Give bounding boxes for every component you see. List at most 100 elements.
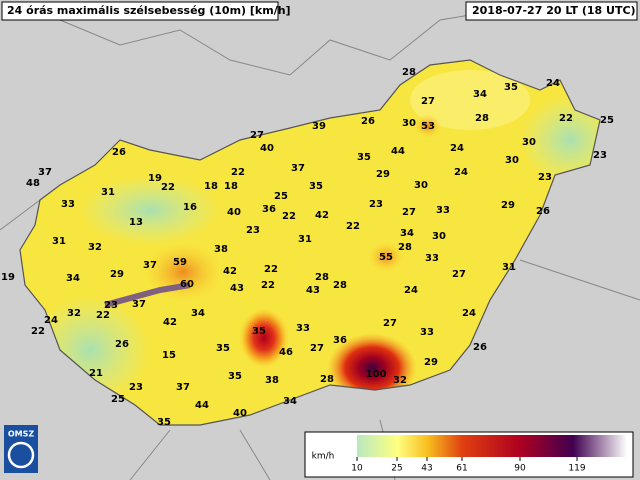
station-value: 30 (505, 155, 519, 166)
station-value: 28 (320, 374, 334, 385)
station-value: 43 (230, 283, 244, 294)
station-value: 31 (101, 187, 115, 198)
country-border (19, 59, 601, 426)
station-value: 35 (504, 82, 518, 93)
station-value: 37 (143, 260, 157, 271)
station-value: 22 (559, 113, 573, 124)
station-value: 19 (1, 272, 15, 283)
station-value: 16 (183, 202, 197, 213)
station-value: 23 (129, 382, 143, 393)
station-value: 30 (432, 231, 446, 242)
station-value: 27 (383, 318, 397, 329)
station-value: 24 (462, 308, 476, 319)
station-value: 32 (88, 242, 102, 253)
station-value: 32 (67, 308, 81, 319)
station-value: 32 (393, 375, 407, 386)
station-value: 30 (414, 180, 428, 191)
station-value: 36 (262, 204, 276, 215)
station-value: 28 (402, 67, 416, 78)
station-value: 22 (161, 182, 175, 193)
station-value: 53 (421, 121, 435, 132)
station-value: 29 (501, 200, 515, 211)
station-value: 15 (162, 350, 176, 361)
station-value: 18 (224, 181, 238, 192)
station-value: 26 (112, 147, 126, 158)
station-value: 34 (400, 228, 414, 239)
station-value: 26 (536, 206, 550, 217)
station-value: 35 (357, 152, 371, 163)
station-value: 28 (398, 242, 412, 253)
station-value: 27 (250, 130, 264, 141)
legend-tick-label: 10 (351, 464, 363, 474)
station-value: 22 (96, 310, 110, 321)
legend-tick-label: 61 (456, 464, 467, 474)
station-value: 33 (61, 199, 75, 210)
station-value: 30 (522, 137, 536, 148)
title-box (1, 1, 279, 21)
station-value: 37 (38, 167, 52, 178)
station-value: 35 (216, 343, 230, 354)
station-value: 21 (89, 368, 103, 379)
station-value: 23 (369, 199, 383, 210)
station-value: 37 (132, 299, 146, 310)
station-value: 27 (421, 96, 435, 107)
station-value: 33 (420, 327, 434, 338)
station-value: 31 (502, 262, 516, 273)
legend-ticks: 10 25 43 61 90 119 (351, 457, 586, 474)
station-value: 33 (425, 253, 439, 264)
station-value: 26 (473, 342, 487, 353)
station-value: 37 (291, 163, 305, 174)
station-value: 23 (104, 300, 118, 311)
station-value: 42 (315, 210, 329, 221)
station-value: 22 (264, 264, 278, 275)
logo-text: OMSZ (8, 430, 35, 439)
station-value: 36 (333, 335, 347, 346)
station-value: 39 (312, 121, 326, 132)
time-box (465, 1, 638, 21)
legend-unit: km/h (312, 452, 335, 462)
station-value: 35 (157, 417, 171, 428)
station-value: 22 (31, 326, 45, 337)
station-value: 28 (315, 272, 329, 283)
station-value: 55 (379, 252, 393, 263)
station-value: 44 (195, 400, 209, 411)
station-value: 31 (52, 236, 66, 247)
station-value: 30 (402, 118, 416, 129)
station-value: 29 (424, 357, 438, 368)
station-value: 40 (233, 408, 247, 419)
station-value: 34 (191, 308, 205, 319)
station-value: 42 (223, 266, 237, 277)
station-value: 25 (600, 115, 614, 126)
station-value: 25 (111, 394, 125, 405)
station-value: 59 (173, 257, 187, 268)
station-value: 22 (346, 221, 360, 232)
station-value: 37 (176, 382, 190, 393)
station-value: 24 (404, 285, 418, 296)
legend-tick-label: 90 (514, 464, 526, 474)
station-value: 60 (180, 279, 194, 290)
station-value: 27 (452, 269, 466, 280)
station-value: 34 (283, 396, 297, 407)
station-value: 24 (546, 78, 560, 89)
timestamp: 2018-07-27 20 LT (18 UTC) (472, 4, 636, 17)
station-value: 29 (376, 169, 390, 180)
station-value: 19 (148, 173, 162, 184)
station-value: 33 (436, 205, 450, 216)
station-value: 34 (473, 89, 487, 100)
legend-tick-label: 25 (391, 464, 402, 474)
station-value: 40 (227, 207, 241, 218)
station-value: 24 (450, 143, 464, 154)
station-value: 100 (366, 369, 387, 380)
stations: 28 34 35 24 27 26 30 53 28 22 25 39 27 40 26 44 24 30 23 35… (1, 67, 614, 428)
station-value: 27 (402, 207, 416, 218)
station-value: 48 (26, 178, 40, 189)
station-value: 35 (228, 371, 242, 382)
station-value: 25 (274, 191, 288, 202)
station-value: 22 (261, 280, 275, 291)
station-value: 43 (306, 285, 320, 296)
legend-tick-label: 43 (421, 464, 432, 474)
station-value: 24 (454, 167, 468, 178)
station-value: 46 (279, 347, 293, 358)
station-value: 27 (310, 343, 324, 354)
